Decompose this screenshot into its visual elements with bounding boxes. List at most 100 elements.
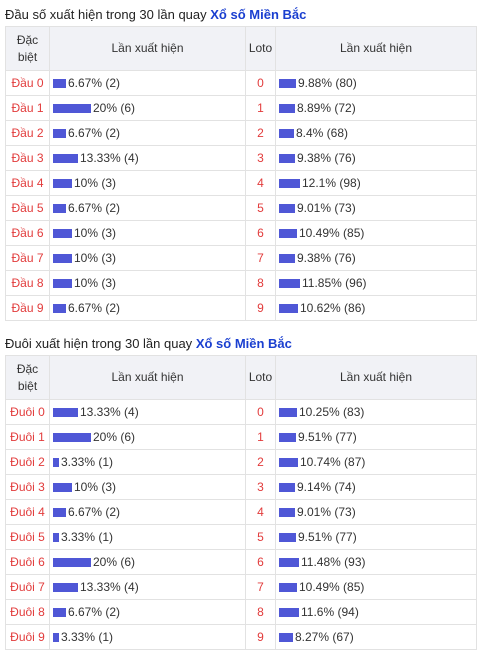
loto-cell: 9.38% (76) [275, 245, 477, 271]
loto-bar [279, 128, 294, 138]
loto-number: 0 [245, 70, 276, 96]
row-label: Đầu 5 [5, 195, 50, 221]
table-row: Đuôi 8 6.67% (2) 8 11.6% (94) [5, 599, 477, 625]
loto-bar [279, 507, 295, 517]
db-cell: 10% (3) [49, 220, 246, 246]
row-label: Đuôi 7 [5, 574, 50, 600]
db-bar [53, 532, 59, 542]
loto-bar [279, 557, 299, 567]
db-bar [53, 228, 72, 238]
loto-cell: 8.89% (72) [275, 95, 477, 121]
row-label: Đầu 1 [5, 95, 50, 121]
row-label: Đầu 8 [5, 270, 50, 296]
loto-value: 9.01% (73) [297, 505, 356, 519]
db-bar [53, 128, 66, 138]
loto-value: 12.1% (98) [302, 176, 361, 190]
loto-cell: 12.1% (98) [275, 170, 477, 196]
loto-bar [279, 407, 297, 417]
table-row: Đuôi 1 20% (6) 1 9.51% (77) [5, 424, 477, 450]
duoi-title: Đuôi xuất hiện trong 30 lần quay Xổ số M… [5, 329, 475, 355]
table-row: Đuôi 0 13.33% (4) 0 10.25% (83) [5, 399, 477, 425]
table-row: Đầu 0 6.67% (2) 0 9.88% (80) [5, 70, 477, 96]
header-lan-xuat-hien-loto: Lần xuất hiện [275, 355, 477, 400]
db-cell: 3.33% (1) [49, 624, 246, 650]
table-row: Đầu 3 13.33% (4) 3 9.38% (76) [5, 145, 477, 171]
db-cell: 6.67% (2) [49, 599, 246, 625]
db-bar [53, 153, 78, 163]
loto-value: 10.25% (83) [299, 405, 365, 419]
row-label: Đầu 7 [5, 245, 50, 271]
db-bar [53, 253, 72, 263]
loto-cell: 8.27% (67) [275, 624, 477, 650]
row-label: Đầu 9 [5, 295, 50, 321]
row-label: Đuôi 8 [5, 599, 50, 625]
db-value: 6.67% (2) [68, 301, 121, 315]
duoi-title-link[interactable]: Xổ số Miền Bắc [195, 336, 292, 351]
table-row: Đuôi 9 3.33% (1) 9 8.27% (67) [5, 624, 477, 650]
table-row: Đầu 5 6.67% (2) 5 9.01% (73) [5, 195, 477, 221]
loto-cell: 9.88% (80) [275, 70, 477, 96]
db-bar [53, 303, 66, 313]
loto-bar [279, 532, 296, 542]
table-row: Đuôi 4 6.67% (2) 4 9.01% (73) [5, 499, 477, 525]
loto-cell: 10.49% (85) [275, 220, 477, 246]
db-cell: 6.67% (2) [49, 295, 246, 321]
loto-value: 8.89% (72) [297, 101, 356, 115]
table-row: Đầu 8 10% (3) 8 11.85% (96) [5, 270, 477, 296]
loto-value: 11.6% (94) [301, 605, 359, 619]
loto-value: 8.27% (67) [295, 630, 354, 644]
loto-number: 4 [245, 499, 276, 525]
db-cell: 6.67% (2) [49, 195, 246, 221]
db-cell: 20% (6) [49, 95, 246, 121]
row-label: Đầu 4 [5, 170, 50, 196]
db-cell: 13.33% (4) [49, 145, 246, 171]
loto-bar [279, 153, 295, 163]
loto-cell: 10.62% (86) [275, 295, 477, 321]
loto-cell: 9.51% (77) [275, 424, 477, 450]
loto-number: 9 [245, 295, 276, 321]
loto-number: 6 [245, 549, 276, 575]
db-value: 20% (6) [93, 555, 136, 569]
db-cell: 20% (6) [49, 549, 246, 575]
loto-cell: 11.48% (93) [275, 549, 477, 575]
db-bar [53, 278, 72, 288]
db-bar [53, 632, 59, 642]
db-value: 20% (6) [93, 430, 136, 444]
db-cell: 3.33% (1) [49, 524, 246, 550]
loto-bar [279, 278, 300, 288]
table-row: Đuôi 6 20% (6) 6 11.48% (93) [5, 549, 477, 575]
loto-bar [279, 253, 295, 263]
row-label: Đuôi 0 [5, 399, 50, 425]
loto-value: 9.51% (77) [298, 430, 357, 444]
loto-bar [279, 432, 296, 442]
db-value: 3.33% (1) [61, 455, 114, 469]
dau-title: Đầu số xuất hiện trong 30 lần quay Xổ số… [5, 0, 475, 26]
db-cell: 3.33% (1) [49, 449, 246, 475]
loto-number: 1 [245, 95, 276, 121]
table-row: Đầu 9 6.67% (2) 9 10.62% (86) [5, 295, 477, 321]
table-row: Đuôi 2 3.33% (1) 2 10.74% (87) [5, 449, 477, 475]
dau-section: Đầu số xuất hiện trong 30 lần quay Xổ số… [5, 0, 477, 321]
loto-bar [279, 303, 298, 313]
loto-number: 3 [245, 474, 276, 500]
loto-value: 11.48% (93) [301, 555, 366, 569]
loto-bar [279, 582, 297, 592]
db-cell: 10% (3) [49, 270, 246, 296]
dau-title-link[interactable]: Xổ số Miền Bắc [210, 7, 307, 22]
table-row: Đuôi 7 13.33% (4) 7 10.49% (85) [5, 574, 477, 600]
db-bar [53, 482, 72, 492]
db-value: 10% (3) [74, 251, 117, 265]
row-label: Đầu 3 [5, 145, 50, 171]
db-value: 13.33% (4) [80, 405, 139, 419]
loto-cell: 11.6% (94) [275, 599, 477, 625]
header-lan-xuat-hien-loto: Lần xuất hiện [275, 26, 477, 71]
row-label: Đuôi 5 [5, 524, 50, 550]
loto-value: 10.49% (85) [299, 226, 365, 240]
row-label: Đầu 2 [5, 120, 50, 146]
loto-value: 9.01% (73) [297, 201, 356, 215]
loto-value: 10.49% (85) [299, 580, 365, 594]
table-row: Đuôi 5 3.33% (1) 5 9.51% (77) [5, 524, 477, 550]
duoi-table: Đặc biệt Lần xuất hiện Loto Lần xuất hiệ… [5, 355, 477, 650]
loto-cell: 10.49% (85) [275, 574, 477, 600]
loto-value: 10.74% (87) [300, 455, 366, 469]
